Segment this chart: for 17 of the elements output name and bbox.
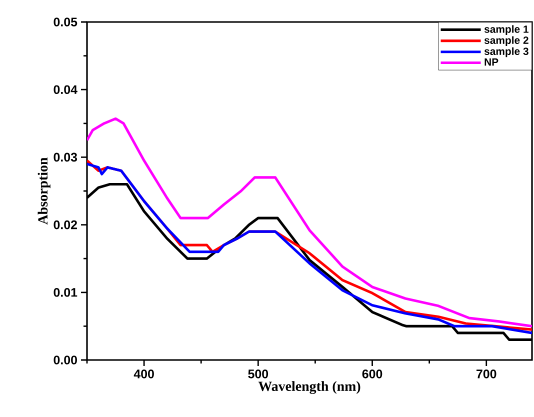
legend-label: sample 1	[484, 25, 529, 35]
y-tick-label: 0.02	[54, 220, 77, 230]
x-axis-title: Wavelength (nm)	[258, 381, 360, 394]
legend-label: sample 2	[484, 36, 528, 46]
y-tick-label: 0.05	[54, 18, 78, 26]
x-tick-label: 500	[248, 370, 268, 378]
y-tick-label: 0.03	[54, 152, 78, 162]
x-tick-label: 600	[362, 370, 382, 378]
y-tick-label: 0.00	[54, 356, 77, 364]
legend-label: NP	[484, 58, 498, 66]
x-tick-label: 400	[134, 370, 154, 378]
x-tick-label: 700	[476, 370, 496, 378]
y-axis-title: Absorption	[38, 158, 50, 225]
legend-label: sample 3	[484, 47, 528, 58]
line-series	[87, 117, 532, 328]
y-tick-label: 0.04	[54, 85, 78, 94]
y-tick-label: 0.01	[54, 288, 78, 297]
